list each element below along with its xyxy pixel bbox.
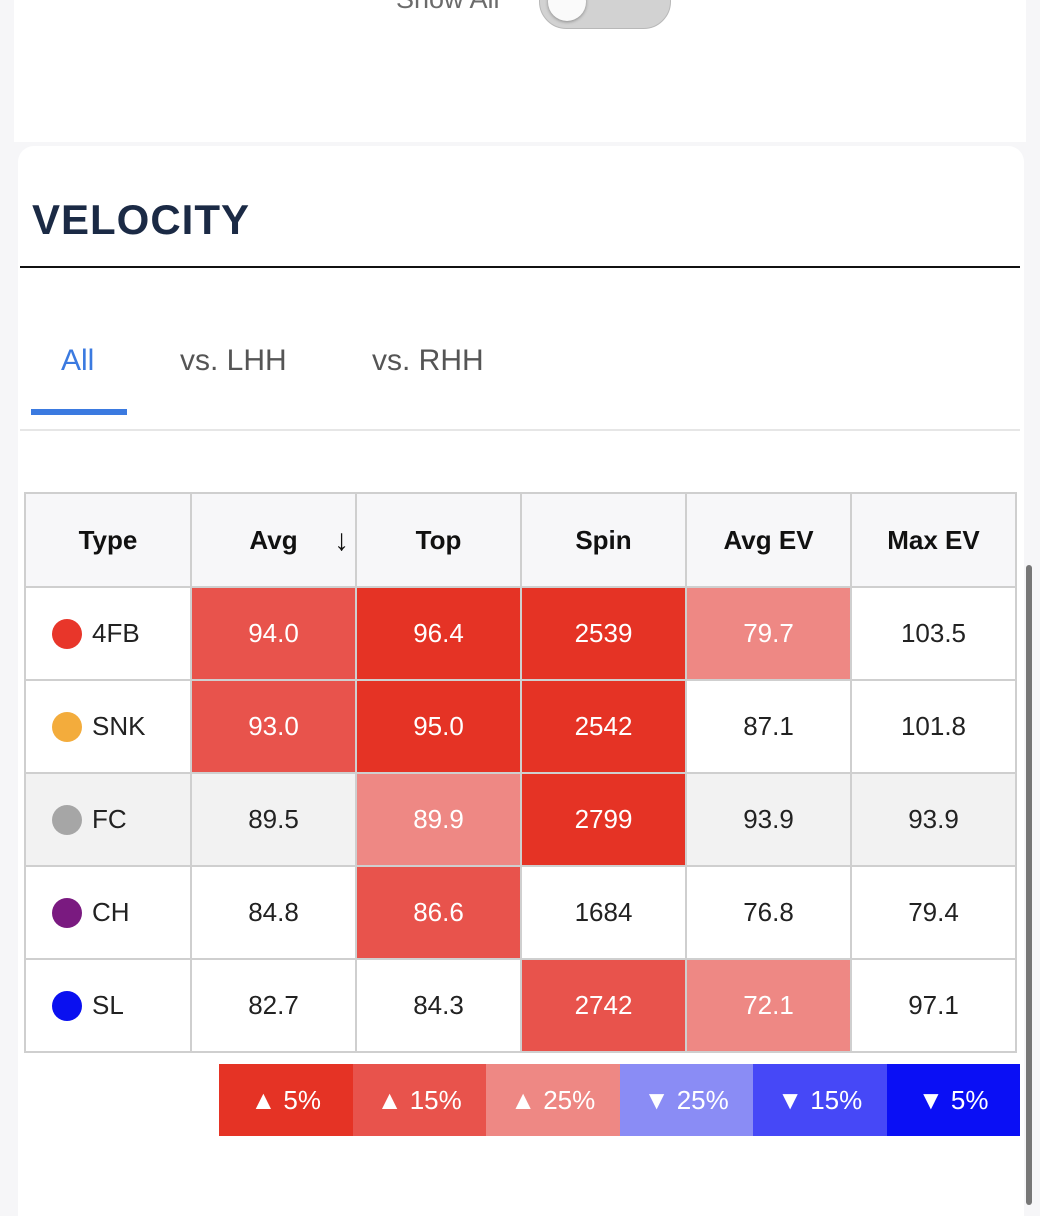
show-all-toggle[interactable] xyxy=(539,0,671,29)
cell-top: 86.6 xyxy=(355,865,522,960)
cell-avg-ev: 87.1 xyxy=(685,679,852,774)
pitch-color-dot-icon xyxy=(52,618,82,649)
cell-avg-ev: 72.1 xyxy=(685,958,852,1053)
tab-vs-rhh[interactable]: vs. RHH xyxy=(372,344,484,377)
cell-avg-ev: 79.7 xyxy=(685,586,852,681)
table-row: CH 84.8 86.6 1684 76.8 79.4 xyxy=(24,865,1017,960)
pitch-type-label: FC xyxy=(92,804,127,834)
legend-item: ▲ 15% xyxy=(352,1064,486,1136)
velocity-table: Type Avg ↓ Top Spin Avg EV Max EV 4FB 94.… xyxy=(24,492,1017,1053)
cell-avg-ev: 93.9 xyxy=(685,772,852,867)
table-row: SL 82.7 84.3 2742 72.1 97.1 xyxy=(24,958,1017,1053)
cell-spin: 1684 xyxy=(520,865,687,960)
pitch-type-cell: FC xyxy=(24,772,192,867)
cell-avg: 82.7 xyxy=(190,958,357,1053)
active-tab-indicator xyxy=(31,409,127,415)
cell-avg-ev: 76.8 xyxy=(685,865,852,960)
header-top[interactable]: Top xyxy=(355,492,522,588)
legend-item: ▼ 5% xyxy=(886,1064,1020,1136)
cell-max-ev: 97.1 xyxy=(850,958,1017,1053)
color-legend: ▲ 5% ▲ 15% ▲ 25% ▼ 25% ▼ 15% ▼ 5% xyxy=(219,1064,1020,1136)
cell-spin: 2799 xyxy=(520,772,687,867)
pitch-type-cell: 4FB xyxy=(24,586,192,681)
table-row: 4FB 94.0 96.4 2539 79.7 103.5 xyxy=(24,586,1017,681)
legend-item: ▼ 15% xyxy=(753,1064,887,1136)
legend-item: ▲ 5% xyxy=(219,1064,353,1136)
pitch-type-label: SNK xyxy=(92,711,146,741)
cell-max-ev: 103.5 xyxy=(850,586,1017,681)
pitch-color-dot-icon xyxy=(52,897,82,928)
pitch-type-cell: CH xyxy=(24,865,192,960)
header-avg-label: Avg xyxy=(249,524,298,555)
cell-avg: 93.0 xyxy=(190,679,357,774)
cell-avg: 89.5 xyxy=(190,772,357,867)
cell-max-ev: 79.4 xyxy=(850,865,1017,960)
scrollbar[interactable] xyxy=(1026,565,1032,1205)
header-avg[interactable]: Avg ↓ xyxy=(190,492,357,588)
header-max-ev[interactable]: Max EV xyxy=(850,492,1017,588)
tabs-divider xyxy=(20,429,1020,431)
pitch-type-label: SL xyxy=(92,990,124,1020)
table-row: FC 89.5 89.9 2799 93.9 93.9 xyxy=(24,772,1017,867)
cell-max-ev: 101.8 xyxy=(850,679,1017,774)
cell-max-ev: 93.9 xyxy=(850,772,1017,867)
filter-panel: Show All xyxy=(14,0,1026,142)
table-row: SNK 93.0 95.0 2542 87.1 101.8 xyxy=(24,679,1017,774)
section-title: VELOCITY xyxy=(32,196,251,243)
sort-down-icon[interactable]: ↓ xyxy=(334,524,349,557)
legend-item: ▼ 25% xyxy=(619,1064,753,1136)
cell-top: 84.3 xyxy=(355,958,522,1053)
toggle-knob xyxy=(548,0,586,21)
cell-spin: 2742 xyxy=(520,958,687,1053)
header-spin[interactable]: Spin xyxy=(520,492,687,588)
cell-top: 95.0 xyxy=(355,679,522,774)
legend-item: ▲ 25% xyxy=(486,1064,620,1136)
title-divider xyxy=(20,266,1020,268)
cell-avg: 94.0 xyxy=(190,586,357,681)
pitch-type-label: 4FB xyxy=(92,618,140,648)
show-all-label: Show All xyxy=(396,0,500,15)
table-header-row: Type Avg ↓ Top Spin Avg EV Max EV xyxy=(24,492,1017,588)
cell-top: 96.4 xyxy=(355,586,522,681)
pitch-type-cell: SL xyxy=(24,958,192,1053)
cell-avg: 84.8 xyxy=(190,865,357,960)
header-type[interactable]: Type xyxy=(24,492,192,588)
cell-spin: 2539 xyxy=(520,586,687,681)
tab-all[interactable]: All xyxy=(61,344,95,377)
cell-spin: 2542 xyxy=(520,679,687,774)
pitch-color-dot-icon xyxy=(52,711,82,742)
pitch-type-cell: SNK xyxy=(24,679,192,774)
pitch-color-dot-icon xyxy=(52,990,82,1021)
tab-vs-lhh[interactable]: vs. LHH xyxy=(180,344,287,377)
pitch-color-dot-icon xyxy=(52,804,82,835)
pitch-type-label: CH xyxy=(92,897,130,927)
cell-top: 89.9 xyxy=(355,772,522,867)
header-avg-ev[interactable]: Avg EV xyxy=(685,492,852,588)
